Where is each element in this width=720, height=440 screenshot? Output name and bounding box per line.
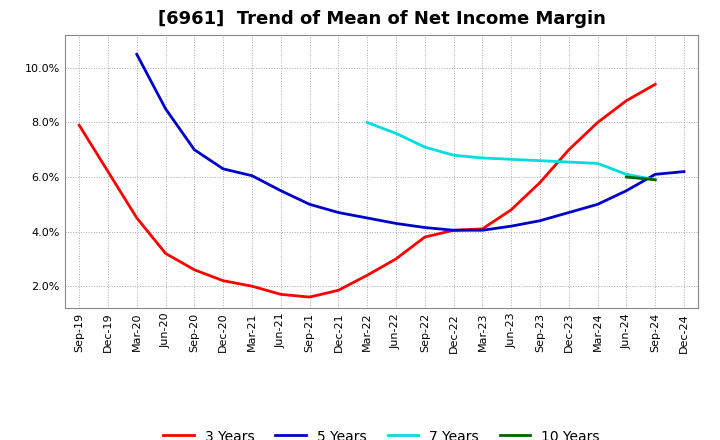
Line: 7 Years: 7 Years: [367, 122, 655, 180]
3 Years: [132, 215, 141, 220]
5 Years: [334, 210, 343, 215]
5 Years: [420, 225, 429, 230]
3 Years: [593, 120, 602, 125]
5 Years: [161, 106, 170, 111]
3 Years: [190, 267, 199, 272]
10 Years: [651, 177, 660, 183]
5 Years: [276, 188, 285, 193]
Line: 10 Years: 10 Years: [626, 177, 655, 180]
Line: 3 Years: 3 Years: [79, 84, 655, 297]
5 Years: [449, 227, 458, 233]
5 Years: [564, 210, 573, 215]
Legend: 3 Years, 5 Years, 7 Years, 10 Years: 3 Years, 5 Years, 7 Years, 10 Years: [163, 429, 600, 440]
3 Years: [305, 294, 314, 300]
3 Years: [248, 283, 256, 289]
7 Years: [593, 161, 602, 166]
3 Years: [536, 180, 544, 185]
7 Years: [363, 120, 372, 125]
5 Years: [651, 172, 660, 177]
3 Years: [161, 251, 170, 256]
3 Years: [219, 278, 228, 283]
3 Years: [334, 288, 343, 293]
3 Years: [507, 207, 516, 213]
7 Years: [449, 153, 458, 158]
5 Years: [363, 215, 372, 220]
5 Years: [622, 188, 631, 193]
3 Years: [392, 256, 400, 261]
7 Years: [536, 158, 544, 163]
5 Years: [132, 51, 141, 57]
Title: [6961]  Trend of Mean of Net Income Margin: [6961] Trend of Mean of Net Income Margi…: [158, 10, 606, 28]
5 Years: [680, 169, 688, 174]
3 Years: [651, 82, 660, 87]
3 Years: [449, 227, 458, 233]
3 Years: [420, 235, 429, 240]
5 Years: [305, 202, 314, 207]
3 Years: [276, 292, 285, 297]
5 Years: [593, 202, 602, 207]
7 Years: [478, 155, 487, 161]
3 Years: [363, 273, 372, 278]
7 Years: [392, 131, 400, 136]
5 Years: [219, 166, 228, 172]
5 Years: [478, 227, 487, 233]
5 Years: [248, 173, 256, 178]
7 Years: [564, 159, 573, 165]
Line: 5 Years: 5 Years: [137, 54, 684, 230]
5 Years: [392, 221, 400, 226]
3 Years: [622, 98, 631, 103]
3 Years: [104, 169, 112, 174]
10 Years: [622, 174, 631, 180]
7 Years: [507, 157, 516, 162]
7 Years: [651, 177, 660, 183]
7 Years: [622, 172, 631, 177]
7 Years: [420, 144, 429, 150]
5 Years: [507, 224, 516, 229]
5 Years: [190, 147, 199, 152]
3 Years: [75, 123, 84, 128]
5 Years: [536, 218, 544, 224]
3 Years: [478, 226, 487, 231]
3 Years: [564, 147, 573, 152]
